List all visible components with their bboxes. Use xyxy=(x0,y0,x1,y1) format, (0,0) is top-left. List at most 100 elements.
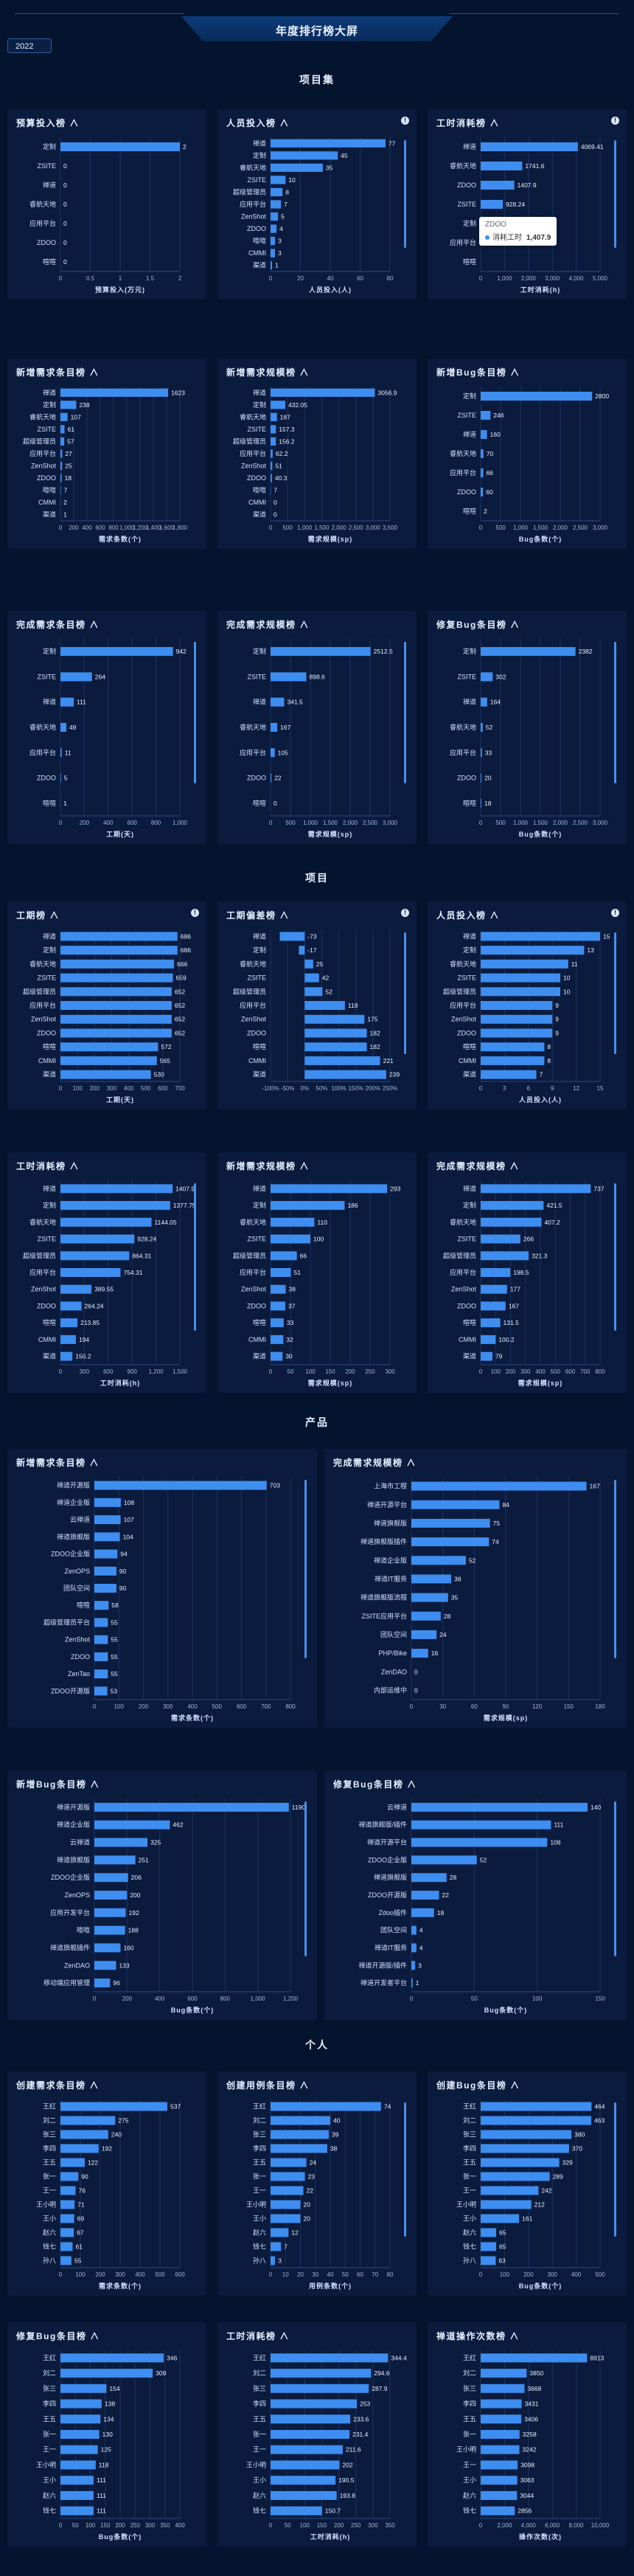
bar[interactable] xyxy=(481,723,483,732)
bar[interactable] xyxy=(60,2130,108,2139)
bar[interactable] xyxy=(60,449,63,458)
bar[interactable] xyxy=(271,2383,369,2393)
bar[interactable] xyxy=(271,474,272,482)
bar[interactable] xyxy=(481,1334,496,1344)
bar[interactable] xyxy=(481,1201,544,1211)
bar[interactable] xyxy=(271,647,371,657)
bar[interactable] xyxy=(94,1635,108,1644)
bar[interactable] xyxy=(271,1301,285,1311)
bar[interactable] xyxy=(271,151,338,160)
bar[interactable] xyxy=(304,987,323,997)
bar[interactable] xyxy=(60,1334,76,1344)
bar[interactable] xyxy=(271,2172,305,2181)
bar[interactable] xyxy=(271,2256,276,2265)
bar[interactable] xyxy=(271,1318,284,1328)
scrollbar[interactable] xyxy=(404,642,406,783)
bar[interactable] xyxy=(94,1943,121,1953)
bar[interactable] xyxy=(481,932,600,941)
bar[interactable] xyxy=(271,1234,310,1244)
bar[interactable] xyxy=(271,2353,389,2363)
bar[interactable] xyxy=(60,697,74,707)
bar[interactable] xyxy=(60,486,61,495)
bar[interactable] xyxy=(94,1498,121,1507)
bar[interactable] xyxy=(60,2158,85,2167)
bar[interactable] xyxy=(60,2383,107,2393)
bar[interactable] xyxy=(411,1518,490,1528)
bar[interactable] xyxy=(271,2476,336,2485)
bar[interactable] xyxy=(60,1351,73,1361)
bar[interactable] xyxy=(481,2102,592,2111)
bar[interactable] xyxy=(481,411,491,420)
bar[interactable] xyxy=(271,449,273,458)
bar[interactable] xyxy=(271,723,278,732)
bar[interactable] xyxy=(60,437,65,446)
bar[interactable] xyxy=(481,468,484,477)
bar[interactable] xyxy=(411,1820,551,1829)
scrollbar[interactable] xyxy=(304,1480,307,1658)
bar[interactable] xyxy=(481,1070,537,1079)
bar[interactable] xyxy=(60,1042,158,1052)
bar[interactable] xyxy=(481,2369,527,2378)
bar[interactable] xyxy=(60,1056,157,1065)
bar[interactable] xyxy=(481,1318,501,1328)
bar[interactable] xyxy=(60,1284,92,1294)
bar[interactable] xyxy=(411,1961,416,1970)
scrollbar[interactable] xyxy=(614,642,616,783)
bar[interactable] xyxy=(411,1537,490,1547)
bar[interactable] xyxy=(271,261,273,270)
bar[interactable] xyxy=(60,748,62,758)
bar[interactable] xyxy=(60,973,173,983)
bar[interactable] xyxy=(481,2214,520,2223)
bar[interactable] xyxy=(411,1925,417,1935)
bar[interactable] xyxy=(271,2144,327,2153)
bar[interactable] xyxy=(411,1943,417,1953)
scrollbar[interactable] xyxy=(404,140,406,248)
bar[interactable] xyxy=(271,139,386,148)
bar[interactable] xyxy=(94,1669,108,1679)
bar[interactable] xyxy=(481,1284,507,1294)
bar[interactable] xyxy=(94,1652,108,1661)
bar[interactable] xyxy=(94,1618,108,1627)
bar[interactable] xyxy=(481,2383,525,2393)
bar[interactable] xyxy=(411,1908,434,1917)
scrollbar[interactable] xyxy=(304,1801,307,1956)
bar[interactable] xyxy=(481,2476,518,2485)
bar[interactable] xyxy=(94,1838,148,1847)
scrollbar[interactable] xyxy=(614,1480,616,1658)
bar[interactable] xyxy=(481,1056,545,1065)
info-icon[interactable]: ! xyxy=(401,909,409,917)
bar[interactable] xyxy=(481,1268,511,1277)
bar[interactable] xyxy=(94,1908,126,1917)
bar[interactable] xyxy=(94,1873,128,1883)
bar[interactable] xyxy=(60,2399,102,2409)
bar[interactable] xyxy=(481,1351,492,1361)
bar[interactable] xyxy=(60,2256,72,2265)
bar[interactable] xyxy=(411,1978,413,1988)
scrollbar[interactable] xyxy=(614,932,616,1054)
bar[interactable] xyxy=(271,2200,301,2209)
bar[interactable] xyxy=(94,1925,125,1935)
bar[interactable] xyxy=(271,425,276,434)
bar[interactable] xyxy=(481,200,504,209)
bar[interactable] xyxy=(481,2242,497,2251)
bar[interactable] xyxy=(60,2116,116,2125)
bar[interactable] xyxy=(60,2172,79,2181)
bar[interactable] xyxy=(94,1549,118,1559)
info-icon[interactable]: ! xyxy=(611,909,619,917)
bar[interactable] xyxy=(304,1070,386,1079)
bar[interactable] xyxy=(411,1873,447,1883)
bar[interactable] xyxy=(94,1802,289,1812)
bar[interactable] xyxy=(60,1184,173,1194)
bar[interactable] xyxy=(411,1855,477,1865)
bar[interactable] xyxy=(60,461,63,471)
bar[interactable] xyxy=(60,672,92,682)
bar[interactable] xyxy=(271,176,286,184)
bar[interactable] xyxy=(271,748,275,758)
bar[interactable] xyxy=(271,412,277,421)
bar[interactable] xyxy=(60,1001,172,1010)
bar[interactable] xyxy=(60,1268,121,1277)
bar[interactable] xyxy=(271,212,279,221)
bar[interactable] xyxy=(60,401,77,409)
scrollbar[interactable] xyxy=(614,1801,616,1956)
bar[interactable] xyxy=(481,2130,572,2139)
